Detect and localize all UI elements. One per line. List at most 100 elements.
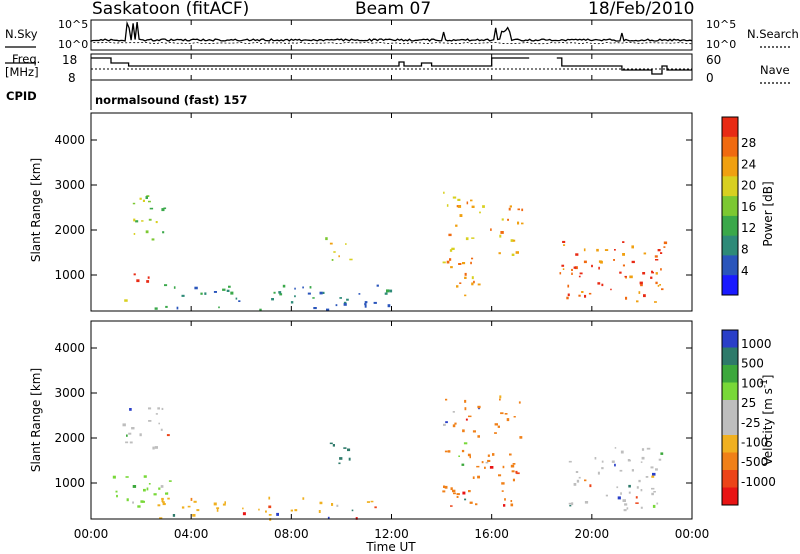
echo-cell [176,306,179,310]
echo-cell [507,218,509,221]
power-colorbar-swatch [722,176,738,197]
echo-cell [135,220,139,223]
echo-cell [290,301,294,304]
noise-strip-lines [90,20,693,45]
echo-cell [366,501,370,503]
echo-cell [154,307,158,310]
echo-cell [461,463,465,466]
echo-cell [660,452,664,455]
echo-cell [133,273,136,276]
echo-cell [584,479,587,482]
echo-cell [213,291,217,293]
echo-cell [597,471,600,475]
echo-cell [628,484,631,488]
echo-cell [226,289,230,292]
echo-cell [148,218,152,221]
echo-cell [159,517,163,520]
nsky-line [90,20,693,42]
echo-cell [145,196,148,199]
echo-cell [187,505,191,508]
echo-cell [510,464,515,468]
echo-cell [456,496,459,498]
echo-cell [373,301,377,304]
echo-cell [651,271,654,274]
echo-cell [469,501,473,504]
echo-cell [158,487,161,490]
x-tick-label: 00:00 [74,527,109,541]
echo-cell [614,249,616,251]
echo-cell [588,292,592,295]
echo-cell [312,297,315,299]
x-tick-label: 12:00 [374,527,409,541]
power-echo-layer [124,191,668,312]
echo-cell [499,398,501,401]
freq-label-1: Freq. [12,52,40,66]
power-colorbar-tick: 24 [741,157,756,171]
echo-cell [335,304,338,307]
echo-cell [616,486,619,489]
echo-cell [510,239,514,242]
y-tick-label: 1000 [54,476,85,490]
echo-cell [265,510,267,513]
echo-cell [148,407,152,410]
echo-cell [322,291,325,294]
echo-cell [569,504,572,507]
echo-cell [125,476,129,478]
echo-cell [129,441,133,444]
echo-cell [458,455,460,457]
velocity-colorbar-swatch [722,400,738,418]
y-tick-label: 2000 [54,431,85,445]
echo-cell [162,231,165,234]
echo-cell [500,231,504,234]
echo-cell [224,501,226,504]
echo-cell [445,398,448,401]
echo-cell [654,255,658,258]
power-y-axis: 1000 2000 3000 4000 [54,133,692,282]
echo-cell [658,458,662,461]
echo-cell [512,239,516,242]
echo-cell [338,255,340,258]
echo-cell [452,196,457,199]
echo-cell [446,260,450,264]
echo-cell [623,509,627,512]
echo-cell [238,300,241,302]
echo-cell [222,288,226,291]
power-colorbar-swatch [722,235,738,256]
freq-line [91,57,530,67]
freq-strip-lines [91,57,692,75]
velocity-colorbar-tick: 500 [741,357,764,371]
power-colorbar-swatch [722,215,738,237]
echo-cell [622,253,625,256]
echo-cell [351,509,354,512]
velocity-colorbar-frame [721,329,739,506]
echo-cell [636,486,639,489]
echo-cell [222,503,226,506]
echo-cell [641,448,645,451]
echo-cell [149,207,154,210]
echo-cell [442,261,446,264]
freq-label-2: [MHz] [5,65,39,79]
echo-cell [511,253,515,256]
velocity-echo-layer [112,395,664,521]
echo-cell [492,453,495,456]
echo-cell [442,490,446,493]
echo-cell [173,286,176,289]
echo-cell [581,291,584,293]
echo-cell [629,275,633,279]
echo-cell [143,488,146,492]
power-colorbar-swatch [722,255,738,276]
echo-cell [148,483,151,485]
echo-cell [613,259,615,261]
power-colorbar-tick: 4 [741,264,749,278]
echo-cell [651,475,655,478]
velocity-colorbar-tick: 1000 [741,337,772,351]
echo-cell [515,470,518,474]
echo-cell [194,286,198,290]
echo-cell [646,447,651,450]
y-tick-label: 4000 [54,133,85,147]
echo-cell [313,307,317,310]
echo-cell [146,487,149,491]
echo-cell [461,449,465,453]
echo-cell [124,299,128,302]
echo-cell [329,442,333,445]
